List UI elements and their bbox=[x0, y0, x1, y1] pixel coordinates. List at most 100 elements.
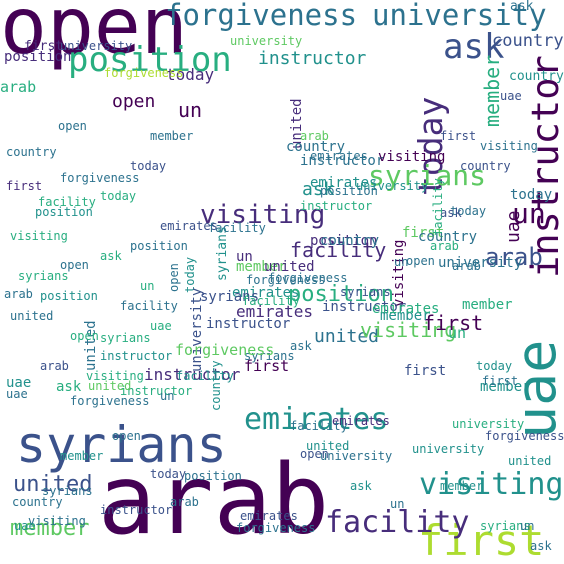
word-university: university bbox=[230, 34, 303, 48]
word-position: position bbox=[40, 289, 98, 303]
word-ask: ask bbox=[56, 379, 82, 395]
word-facility: facility bbox=[176, 369, 234, 383]
word-facility: facility bbox=[290, 238, 387, 262]
word-member: member bbox=[462, 297, 513, 313]
word-ask: ask bbox=[350, 479, 372, 493]
word-emirates: emirates bbox=[310, 175, 378, 191]
word-university: university bbox=[320, 449, 393, 463]
word-open: open bbox=[167, 263, 181, 292]
word-first: first bbox=[402, 225, 445, 241]
word-emirates: emirates bbox=[332, 414, 390, 428]
word-uae: uae bbox=[500, 89, 522, 103]
word-forgiveness: forgiveness bbox=[165, 0, 358, 32]
word-ask: ask bbox=[290, 339, 312, 353]
word-instructor: instructor bbox=[206, 316, 291, 332]
word-syrians: syrians bbox=[200, 289, 260, 305]
word-arab: arab bbox=[485, 243, 543, 271]
word-country: country bbox=[460, 159, 511, 173]
word-arab: arab bbox=[430, 239, 459, 253]
word-position: position bbox=[320, 184, 378, 198]
word-emirates: emirates bbox=[240, 509, 298, 523]
word-university: university bbox=[452, 417, 525, 431]
word-university: university bbox=[356, 179, 429, 193]
word-ask: ask bbox=[530, 539, 552, 553]
word-visiting: visiting bbox=[360, 318, 457, 342]
word-instructor: instructor bbox=[258, 48, 367, 69]
word-facility: facility bbox=[325, 505, 470, 540]
word-country: country bbox=[209, 360, 223, 411]
word-un: un bbox=[512, 197, 546, 230]
word-visiting: visiting bbox=[480, 139, 538, 153]
word-un: un bbox=[178, 98, 203, 122]
word-open: open bbox=[112, 91, 156, 112]
word-visiting: visiting bbox=[378, 149, 446, 165]
word-united: united bbox=[83, 320, 99, 371]
word-facility: facility bbox=[208, 221, 266, 235]
word-facility: facility bbox=[290, 419, 348, 433]
word-today: today bbox=[100, 189, 137, 203]
word-ask: ask bbox=[302, 179, 335, 200]
word-facility: facility bbox=[242, 294, 300, 308]
word-instructor: instructor bbox=[300, 153, 385, 169]
word-emirates: emirates bbox=[310, 149, 368, 163]
word-today: today bbox=[476, 359, 513, 373]
word-instructor: instructor bbox=[322, 299, 407, 315]
word-visiting: visiting bbox=[86, 369, 144, 383]
word-facility: facility bbox=[120, 299, 178, 313]
word-first: first bbox=[440, 129, 477, 143]
word-syrians: syrians bbox=[368, 159, 487, 192]
word-arab: arab bbox=[300, 129, 329, 143]
word-country: country bbox=[286, 139, 346, 155]
word-un: un bbox=[448, 324, 467, 342]
word-un: un bbox=[236, 249, 253, 265]
word-united: united bbox=[10, 309, 54, 323]
word-country: country bbox=[509, 69, 564, 84]
word-first: first bbox=[423, 311, 484, 335]
word-instructor: instructor bbox=[144, 365, 241, 384]
word-position: position bbox=[310, 233, 378, 249]
word-instructor: instructor bbox=[100, 503, 173, 517]
word-position: position bbox=[184, 469, 242, 483]
word-member: member bbox=[60, 449, 104, 463]
word-country: country bbox=[492, 31, 564, 51]
word-first: first bbox=[404, 363, 447, 379]
word-ask: ask bbox=[443, 27, 505, 67]
word-country: country bbox=[320, 233, 380, 249]
word-visiting: visiting bbox=[200, 200, 326, 230]
word-first: first bbox=[244, 357, 290, 375]
word-position: position bbox=[35, 205, 93, 219]
word-member: member bbox=[236, 259, 287, 275]
word-uae: uae bbox=[6, 375, 32, 391]
word-arab: arab bbox=[452, 259, 481, 273]
word-syrians: syrians bbox=[244, 349, 295, 363]
word-emirates: emirates bbox=[236, 302, 314, 321]
word-un: un bbox=[394, 255, 409, 269]
word-today: today bbox=[130, 159, 167, 173]
word-arab: arab bbox=[98, 444, 330, 556]
word-position: position bbox=[288, 282, 394, 307]
word-forgiveness: forgiveness bbox=[175, 341, 275, 359]
word-un: un bbox=[160, 389, 175, 403]
word-open: open bbox=[70, 329, 99, 343]
word-university: university bbox=[412, 442, 485, 456]
word-member: member bbox=[150, 129, 194, 143]
word-position: position bbox=[130, 239, 188, 253]
word-un: un bbox=[140, 279, 155, 293]
word-un: un bbox=[520, 519, 535, 533]
word-first: first bbox=[6, 179, 43, 193]
word-forgiveness: forgiveness bbox=[104, 66, 184, 80]
word-country: country bbox=[6, 145, 57, 159]
word-open: open bbox=[112, 429, 141, 443]
word-open: open bbox=[0, 0, 188, 72]
word-arab: arab bbox=[170, 495, 199, 509]
word-position: position bbox=[68, 40, 232, 80]
word-open: open bbox=[406, 254, 435, 268]
word-today: today bbox=[166, 65, 215, 84]
word-syrians: syrians bbox=[18, 269, 69, 283]
word-arab: arab bbox=[0, 78, 37, 96]
word-syrians: syrians bbox=[340, 285, 391, 299]
word-forgiveness: forgiveness bbox=[268, 271, 348, 285]
word-visiting: visiting bbox=[28, 514, 86, 528]
word-united: united bbox=[13, 472, 93, 497]
